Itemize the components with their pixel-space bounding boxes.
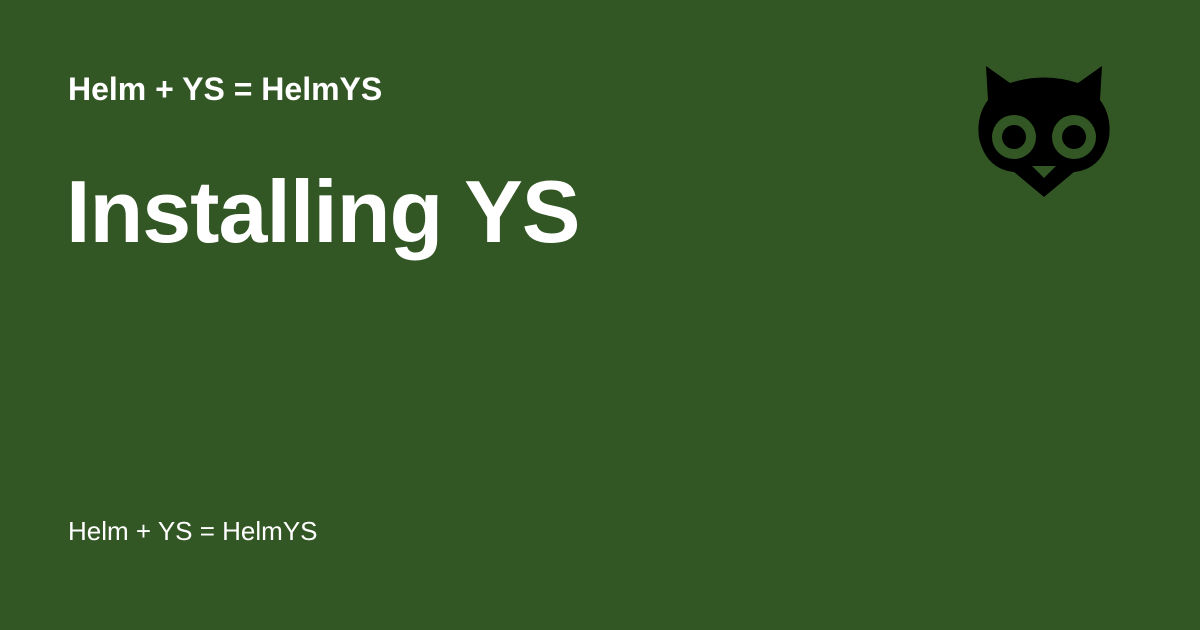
site-description: Helm + YS = HelmYS <box>68 516 318 546</box>
page-title: Installing YS <box>66 162 580 261</box>
owl-icon <box>976 64 1112 200</box>
site-name: Helm + YS = HelmYS <box>68 71 383 107</box>
